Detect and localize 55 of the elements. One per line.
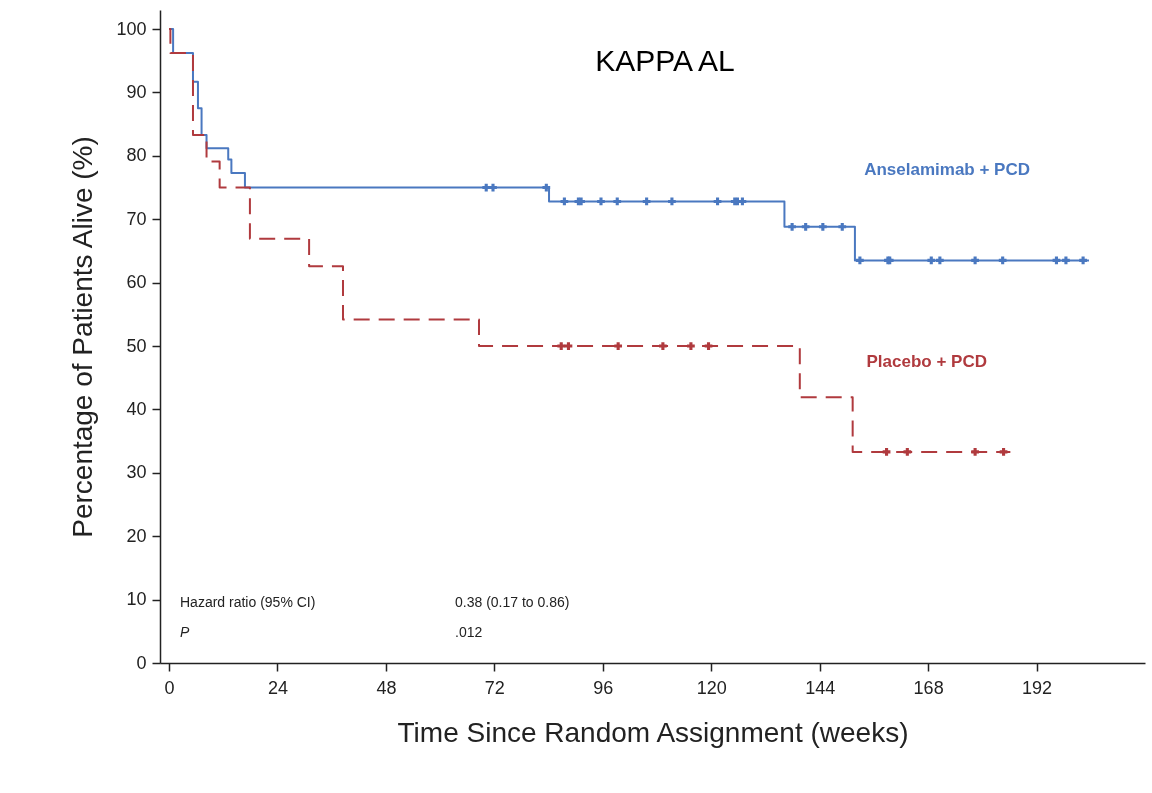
x-tick-label: 24 [267,677,288,698]
annotation: Hazard ratio (95% CI) [180,594,316,610]
annotation: P [180,624,190,640]
y-axis-title: Percentage of Patients Alive (%) [67,136,99,538]
x-tick-label: 72 [484,677,505,698]
x-tick-label: 192 [1022,677,1053,698]
annotation: .012 [455,624,483,640]
point [903,448,912,456]
point [1079,256,1087,265]
text: Anselamimab + PCD [864,160,1030,179]
y-tick-label: 10 [126,589,147,610]
text: KAPPA AL [595,44,735,77]
point [557,342,566,350]
series-label: Placebo + PCD [866,352,987,371]
point [882,448,891,456]
point [838,222,847,231]
point [818,222,827,231]
y-tick-label: 0 [136,652,147,673]
x-tick-label: 0 [164,677,175,698]
x-tick-label: 120 [696,677,727,698]
point [998,256,1007,265]
point [927,256,936,265]
point [542,183,551,192]
x-tick-label: 144 [805,677,836,698]
point [687,342,695,350]
point [597,197,605,206]
point [999,448,1008,456]
point [788,222,796,231]
y-tick-label: 30 [126,462,147,483]
y-tick-label: 80 [126,145,147,166]
y-tick-label: 20 [126,525,147,546]
x-tick-label: 48 [376,677,397,698]
x-axis-title: Time Since Random Assignment (weeks) [397,716,909,748]
annotation: 0.38 (0.17 to 0.86) [455,594,570,610]
point [1062,256,1070,265]
point [971,256,979,265]
point [489,183,497,192]
x-tick-label: 96 [593,677,614,698]
x-tick-label: 168 [913,677,944,698]
point [613,197,622,206]
point [564,342,573,350]
y-tick-label: 50 [126,335,147,356]
point [935,256,944,265]
point [704,342,713,350]
y-tick-label: 40 [126,398,147,419]
point [856,256,864,265]
point [801,222,810,231]
point [614,342,623,350]
point [971,448,979,456]
point [668,197,676,206]
y-tick-label: 60 [126,272,147,293]
y-tick-label: 90 [126,81,147,102]
point [659,342,667,350]
y-tick-label: 100 [116,18,147,39]
y-tick-label: 70 [126,208,147,229]
